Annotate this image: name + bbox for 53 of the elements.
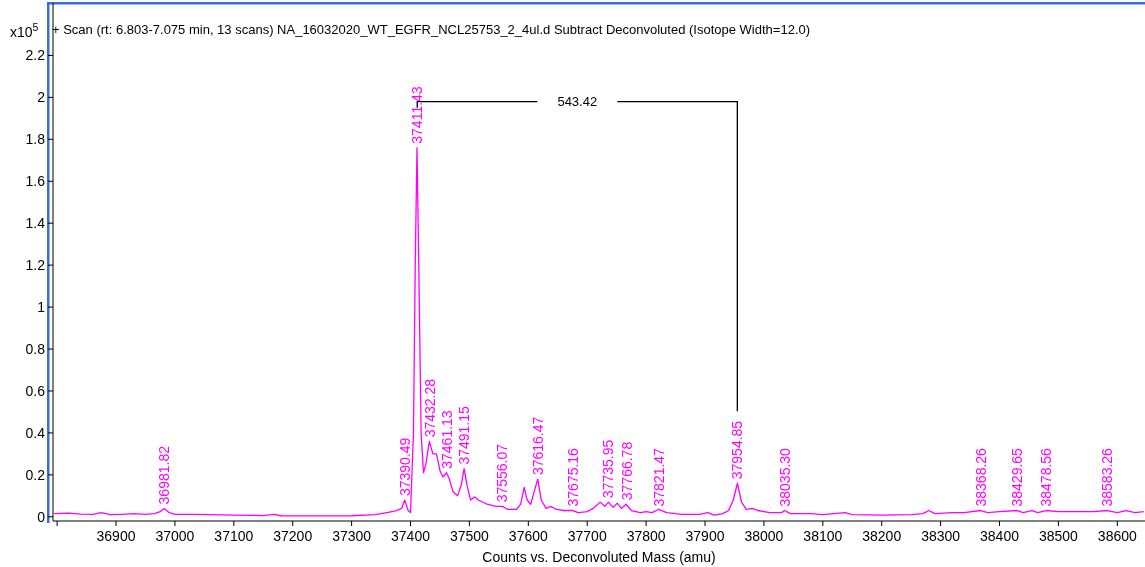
annotation: 37735.95 bbox=[600, 439, 617, 499]
annotation: 38035.30 bbox=[776, 447, 793, 507]
y-tick-label: 0.8 bbox=[25, 340, 46, 357]
x-tick-label: 37700 bbox=[567, 528, 607, 544]
annotation: 38429.65 bbox=[1008, 447, 1025, 507]
text: + Scan (rt: 6.803-7.075 min, 13 scans) NA_16032020_WT_EGFR_NCL25753_2_4ul.d Subtract Deconvoluted (Isotope Width=12.0) bbox=[52, 22, 811, 37]
annotation: 37556.07 bbox=[494, 443, 511, 503]
annotation: 37616.47 bbox=[530, 416, 547, 476]
annotation: 37461.13 bbox=[438, 410, 455, 469]
annotation: 543.42 bbox=[557, 94, 598, 110]
annotation: 37432.28 bbox=[421, 378, 438, 438]
y-tick-label: 2.2 bbox=[25, 47, 46, 64]
annotation: 38368.26 bbox=[972, 447, 989, 507]
y-tick-label: 1.6 bbox=[25, 173, 46, 190]
x-tick-label: 38200 bbox=[862, 528, 902, 544]
annotation: 37954.85 bbox=[729, 420, 746, 480]
x-axis-title: Counts vs. Deconvoluted Mass (amu) bbox=[482, 549, 716, 565]
x-tick-label: 38400 bbox=[980, 528, 1020, 544]
annotation: 37821.47 bbox=[650, 447, 667, 507]
annotation: 37390.49 bbox=[396, 437, 413, 497]
y-tick-label: 0.6 bbox=[25, 382, 46, 399]
y-tick-label: 0 bbox=[37, 508, 46, 525]
x-tick-label: 38300 bbox=[921, 528, 961, 544]
x-tick-label: 37800 bbox=[626, 528, 666, 544]
y-tick-label: 1.8 bbox=[25, 131, 46, 148]
x-tick-label: 38100 bbox=[803, 528, 843, 544]
y-tick-label: 1.2 bbox=[25, 257, 46, 274]
x-tick-label: 37300 bbox=[332, 528, 372, 544]
x-tick-label: 38000 bbox=[744, 528, 784, 544]
y-tick-label: 0.4 bbox=[25, 424, 46, 441]
annotation: 37766.78 bbox=[618, 441, 635, 501]
x-tick-label: 37200 bbox=[273, 528, 313, 544]
annotation: 38478.56 bbox=[1037, 447, 1054, 507]
y-tick-label: 0.2 bbox=[25, 466, 46, 483]
annotation: 38583.26 bbox=[1099, 447, 1116, 507]
y-tick-label: 1 bbox=[37, 298, 46, 315]
x-tick-label: 37600 bbox=[508, 528, 548, 544]
line-series bbox=[53, 147, 1145, 517]
x-tick-label: 37100 bbox=[214, 528, 254, 544]
x-tick-label: 37900 bbox=[685, 528, 725, 544]
x-tick-label: 37400 bbox=[391, 528, 431, 544]
x-tick-label: 38500 bbox=[1038, 528, 1079, 544]
x-tick-label: 37500 bbox=[449, 528, 490, 544]
annotation: 37411.43 bbox=[409, 86, 426, 144]
y-axis-title: x10$^{5}$ bbox=[10, 21, 39, 40]
y-tick-label: 2 bbox=[37, 89, 46, 106]
annotation: 37491.15 bbox=[456, 405, 473, 465]
y-tick-label: 1.4 bbox=[25, 215, 46, 232]
x-tick-label: 36900 bbox=[96, 528, 136, 544]
x-tick-label: 37000 bbox=[155, 528, 195, 544]
annotation: 36981.82 bbox=[156, 445, 173, 505]
annotation: 37675.16 bbox=[564, 447, 581, 507]
x-tick-label: 38600 bbox=[1097, 528, 1137, 544]
